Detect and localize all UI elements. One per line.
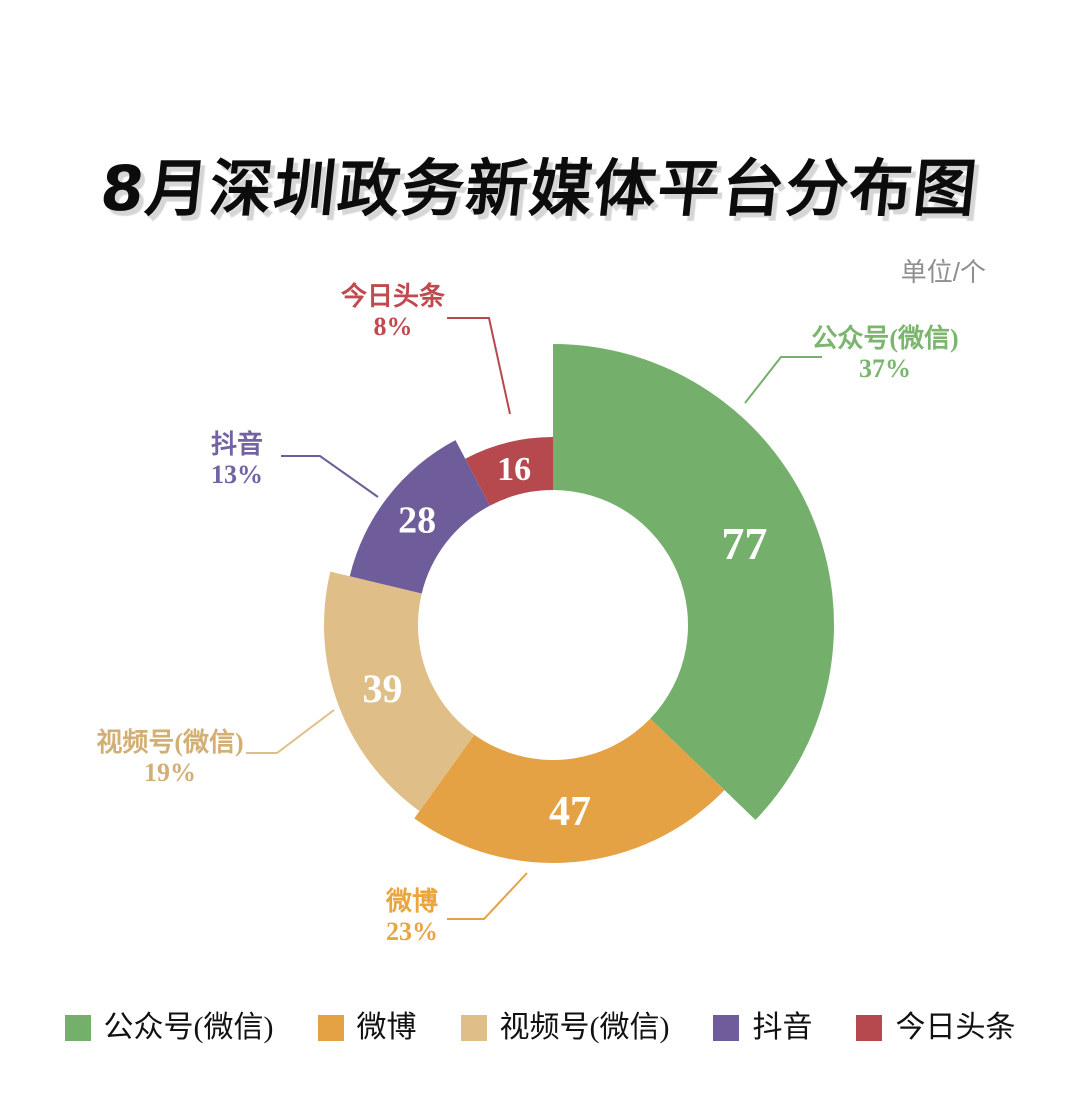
pie-segment-wechat-video	[324, 571, 475, 812]
legend-label-douyin: 抖音	[752, 1011, 813, 1044]
callout-wechat-video-name: 视频号(微信)	[96, 728, 244, 757]
callout-toutiao-name: 今日头条	[340, 282, 445, 311]
unit-label: 单位/个	[900, 257, 986, 287]
legend-label-toutiao: 今日头条	[895, 1011, 1016, 1044]
callout-wechat-official-percent: 37%	[859, 354, 911, 383]
legend-item-toutiao: 今日头条	[856, 1013, 1015, 1043]
legend-item-wechat-video: 视频号(微信)	[460, 1011, 670, 1044]
callout-wechat-official: 公众号(微信) 37%	[770, 324, 1000, 384]
legend-swatch-douyin	[713, 1015, 740, 1041]
callout-wechat-official-name: 公众号(微信)	[811, 324, 959, 353]
pie-segment-weibo	[414, 718, 725, 863]
chart-legend: 公众号(微信) 微博 视频号(微信) 抖音 今日头条	[0, 1002, 1080, 1054]
callout-wechat-video-percent: 19%	[144, 758, 196, 787]
legend-label-weibo: 微博	[356, 1011, 417, 1044]
callout-toutiao: 今日头条 8%	[310, 282, 476, 342]
segment-value-wechat-official: 77	[721, 518, 767, 569]
pie-segment-douyin	[349, 440, 490, 594]
legend-item-wechat-official: 公众号(微信)	[64, 1011, 274, 1044]
segment-value-wechat-video: 39	[362, 666, 402, 711]
callout-douyin-percent: 13%	[211, 460, 263, 489]
legend-swatch-toutiao	[856, 1015, 883, 1041]
leader-line-weibo	[447, 872, 528, 920]
callout-weibo-percent: 23%	[386, 917, 438, 946]
legend-swatch-wechat-official	[64, 1015, 91, 1041]
callout-wechat-video: 视频号(微信) 19%	[60, 728, 280, 788]
pie-segment-wechat-official	[553, 344, 834, 820]
callout-douyin-name: 抖音	[210, 430, 263, 459]
callout-weibo-name: 微博	[385, 887, 438, 916]
legend-label-wechat-official: 公众号(微信)	[103, 1011, 274, 1044]
legend-item-weibo: 微博	[317, 1011, 417, 1044]
pie-segment-toutiao	[465, 437, 553, 506]
callout-weibo: 微博 23%	[350, 887, 474, 947]
callout-toutiao-percent: 8%	[373, 312, 413, 341]
legend-item-douyin: 抖音	[713, 1013, 812, 1043]
leader-line-douyin	[281, 455, 379, 498]
legend-swatch-weibo	[317, 1015, 344, 1041]
legend-swatch-wechat-video	[460, 1015, 487, 1041]
leader-line-wechat-video	[246, 709, 335, 754]
callout-douyin: 抖音 13%	[175, 430, 299, 490]
segment-value-douyin: 28	[398, 499, 436, 541]
legend-label-wechat-video: 视频号(微信)	[499, 1011, 670, 1044]
segment-value-weibo: 47	[549, 789, 591, 835]
leader-line-wechat-official	[744, 356, 822, 404]
leader-line-toutiao	[447, 317, 511, 415]
segment-value-toutiao: 16	[497, 451, 531, 488]
